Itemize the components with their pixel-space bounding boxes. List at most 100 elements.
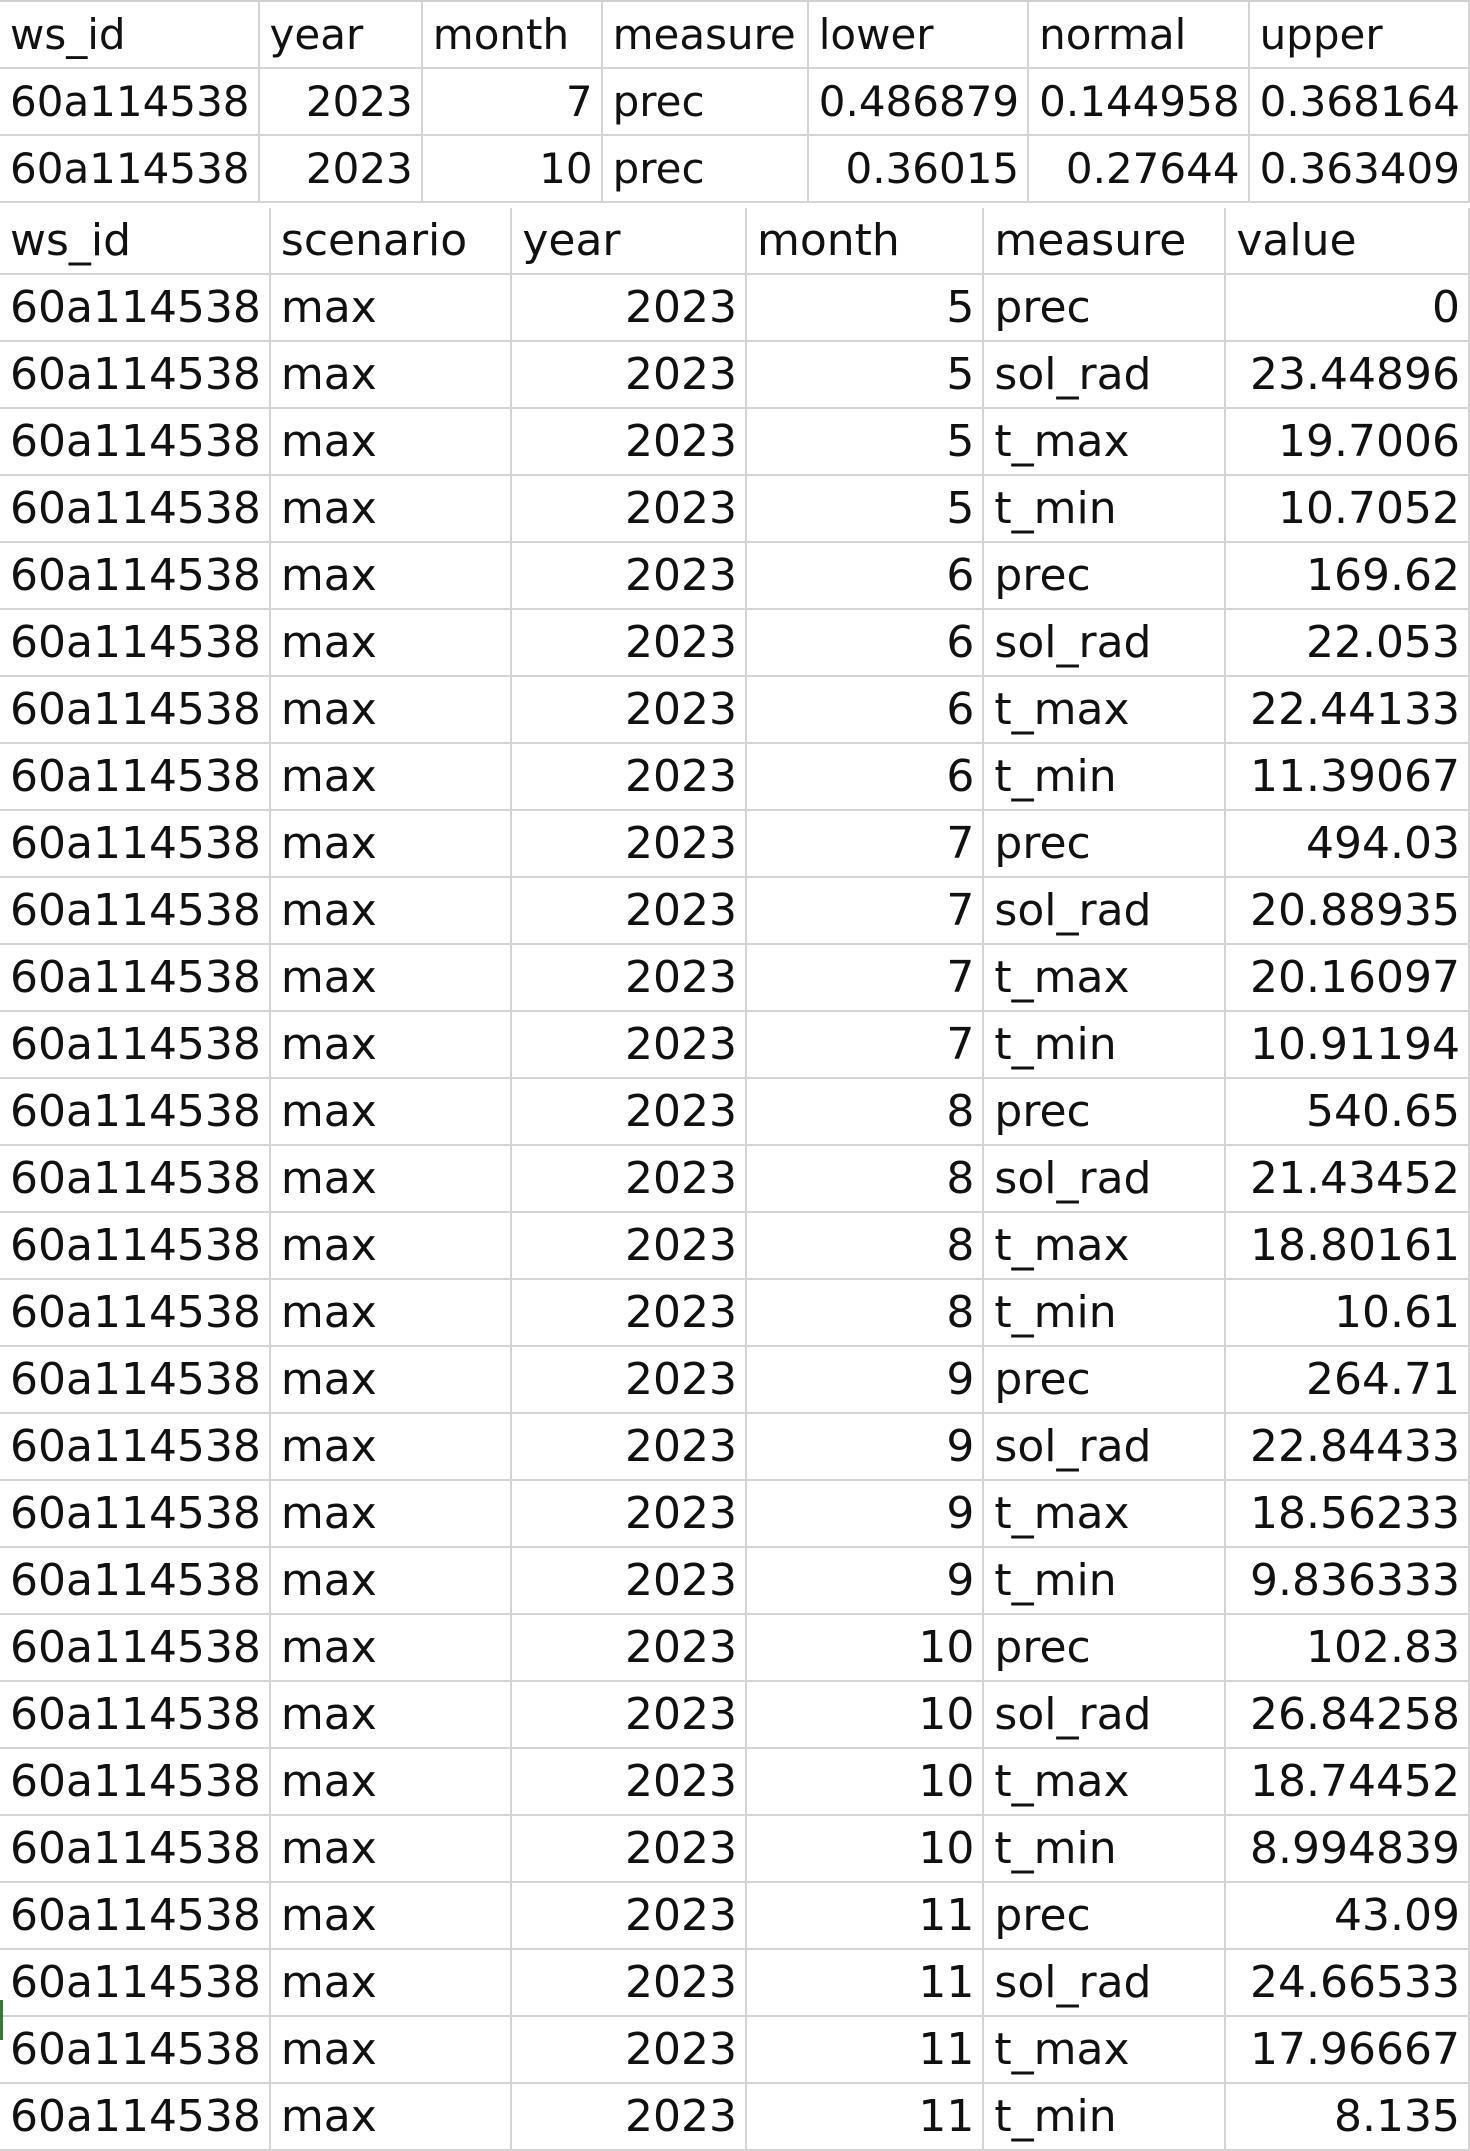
cell-ws-id[interactable]: 60a114538	[0, 341, 271, 409]
header-cell-ws-id[interactable]: ws_id	[0, 2, 260, 69]
cell-year[interactable]: 2023	[511, 743, 747, 811]
header-cell-year[interactable]: year	[258, 2, 423, 69]
cell-value[interactable]: 20.16097	[1225, 944, 1470, 1012]
cell-ws-id[interactable]: 60a114538	[0, 1815, 271, 1883]
cell-ws-id[interactable]: 60a114538	[0, 475, 271, 543]
header-cell-ws-id[interactable]: ws_id	[0, 208, 271, 275]
header-cell-lower[interactable]: lower	[807, 2, 1030, 69]
cell-upper[interactable]: 0.368164	[1248, 68, 1470, 136]
cell-scenario[interactable]: max	[269, 609, 513, 677]
cell-scenario[interactable]: max	[269, 1279, 513, 1347]
cell-measure[interactable]: t_max	[983, 1748, 1227, 1816]
cell-value[interactable]: 43.09	[1225, 1882, 1470, 1950]
cell-year[interactable]: 2023	[511, 609, 747, 677]
cell-measure[interactable]: prec	[983, 1078, 1227, 1146]
header-cell-month[interactable]: month	[745, 208, 985, 275]
cell-month[interactable]: 10	[745, 1614, 985, 1682]
cell-ws-id[interactable]: 60a114538	[0, 2083, 271, 2151]
cell-month[interactable]: 7	[745, 1011, 985, 1079]
cell-ws-id[interactable]: 60a114538	[0, 1346, 271, 1414]
cell-upper[interactable]: 0.363409	[1248, 135, 1470, 203]
cell-year[interactable]: 2023	[511, 274, 747, 342]
cell-scenario[interactable]: max	[269, 1078, 513, 1146]
cell-ws-id[interactable]: 60a114538	[0, 743, 271, 811]
cell-ws-id[interactable]: 60a114538	[0, 1011, 271, 1079]
header-cell-year[interactable]: year	[511, 208, 747, 275]
cell-year[interactable]: 2023	[511, 1949, 747, 2017]
cell-year[interactable]: 2023	[511, 810, 747, 878]
cell-measure[interactable]: t_min	[983, 1547, 1227, 1615]
cell-lower[interactable]: 0.36015	[807, 135, 1030, 203]
cell-month[interactable]: 11	[745, 2016, 985, 2084]
cell-month[interactable]: 5	[745, 475, 985, 543]
cell-value[interactable]: 494.03	[1225, 810, 1470, 878]
cell-value[interactable]: 19.7006	[1225, 408, 1470, 476]
cell-year[interactable]: 2023	[511, 1413, 747, 1481]
cell-year[interactable]: 2023	[511, 1279, 747, 1347]
cell-year[interactable]: 2023	[511, 542, 747, 610]
cell-scenario[interactable]: max	[269, 676, 513, 744]
cell-scenario[interactable]: max	[269, 1547, 513, 1615]
cell-scenario[interactable]: max	[269, 1346, 513, 1414]
cell-month[interactable]: 10	[745, 1815, 985, 1883]
cell-month[interactable]: 11	[745, 1949, 985, 2017]
cell-year[interactable]: 2023	[511, 1346, 747, 1414]
cell-year[interactable]: 2023	[511, 1748, 747, 1816]
header-cell-measure[interactable]: measure	[601, 2, 809, 69]
cell-measure[interactable]: sol_rad	[983, 1949, 1227, 2017]
cell-scenario[interactable]: max	[269, 1681, 513, 1749]
cell-year[interactable]: 2023	[511, 2016, 747, 2084]
cell-ws-id[interactable]: 60a114538	[0, 1078, 271, 1146]
cell-month[interactable]: 9	[745, 1346, 985, 1414]
cell-month[interactable]: 8	[745, 1145, 985, 1213]
cell-value[interactable]: 10.61	[1225, 1279, 1470, 1347]
cell-measure[interactable]: t_max	[983, 676, 1227, 744]
cell-month[interactable]: 10	[421, 135, 603, 203]
cell-year[interactable]: 2023	[511, 1145, 747, 1213]
header-cell-scenario[interactable]: scenario	[269, 208, 513, 275]
cell-scenario[interactable]: max	[269, 475, 513, 543]
cell-value[interactable]: 26.84258	[1225, 1681, 1470, 1749]
cell-scenario[interactable]: max	[269, 1145, 513, 1213]
cell-value[interactable]: 0	[1225, 274, 1470, 342]
cell-ws-id[interactable]: 60a114538	[0, 877, 271, 945]
cell-month[interactable]: 7	[421, 68, 603, 136]
cell-measure[interactable]: prec	[601, 68, 809, 136]
cell-scenario[interactable]: max	[269, 1949, 513, 2017]
cell-month[interactable]: 6	[745, 542, 985, 610]
cell-year[interactable]: 2023	[511, 1212, 747, 1280]
cell-measure[interactable]: prec	[983, 542, 1227, 610]
cell-scenario[interactable]: max	[269, 2016, 513, 2084]
cell-year[interactable]: 2023	[511, 1480, 747, 1548]
cell-scenario[interactable]: max	[269, 1882, 513, 1950]
cell-scenario[interactable]: max	[269, 1413, 513, 1481]
cell-scenario[interactable]: max	[269, 877, 513, 945]
cell-measure[interactable]: t_min	[983, 475, 1227, 543]
cell-ws-id[interactable]: 60a114538	[0, 609, 271, 677]
cell-ws-id[interactable]: 60a114538	[0, 2016, 271, 2084]
cell-measure[interactable]: sol_rad	[983, 877, 1227, 945]
cell-value[interactable]: 10.91194	[1225, 1011, 1470, 1079]
cell-year[interactable]: 2023	[511, 1078, 747, 1146]
cell-ws-id[interactable]: 60a114538	[0, 1547, 271, 1615]
cell-value[interactable]: 8.135	[1225, 2083, 1470, 2151]
cell-scenario[interactable]: max	[269, 1212, 513, 1280]
cell-scenario[interactable]: max	[269, 1480, 513, 1548]
cell-ws-id[interactable]: 60a114538	[0, 1480, 271, 1548]
cell-value[interactable]: 264.71	[1225, 1346, 1470, 1414]
cell-measure[interactable]: sol_rad	[983, 609, 1227, 677]
cell-year[interactable]: 2023	[511, 1614, 747, 1682]
cell-month[interactable]: 5	[745, 408, 985, 476]
cell-ws-id[interactable]: 60a114538	[0, 1681, 271, 1749]
cell-value[interactable]: 21.43452	[1225, 1145, 1470, 1213]
cell-measure[interactable]: t_min	[983, 1011, 1227, 1079]
cell-month[interactable]: 9	[745, 1413, 985, 1481]
cell-year[interactable]: 2023	[258, 135, 423, 203]
cell-scenario[interactable]: max	[269, 341, 513, 409]
cell-measure[interactable]: sol_rad	[983, 1413, 1227, 1481]
cell-measure[interactable]: t_max	[983, 1212, 1227, 1280]
cell-year[interactable]: 2023	[511, 475, 747, 543]
cell-value[interactable]: 169.62	[1225, 542, 1470, 610]
cell-year[interactable]: 2023	[511, 1882, 747, 1950]
cell-value[interactable]: 9.836333	[1225, 1547, 1470, 1615]
